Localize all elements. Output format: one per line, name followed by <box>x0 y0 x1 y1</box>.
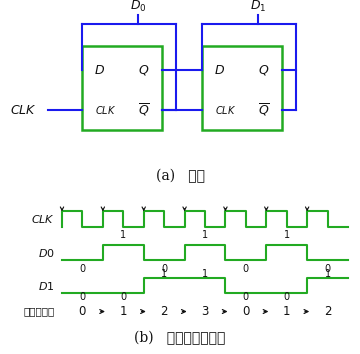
Text: $\overline{Q}$: $\overline{Q}$ <box>258 102 270 118</box>
Text: $Q$: $Q$ <box>258 63 270 78</box>
Text: 1: 1 <box>202 230 208 240</box>
Text: $CLK$: $CLK$ <box>95 104 117 116</box>
Text: 3: 3 <box>201 305 209 318</box>
Text: 0: 0 <box>284 292 290 302</box>
Text: 0: 0 <box>79 292 85 302</box>
Text: 0: 0 <box>120 292 126 302</box>
Text: 0: 0 <box>79 264 85 274</box>
Text: 0: 0 <box>79 305 86 318</box>
Text: 2: 2 <box>161 305 168 318</box>
Text: $D_0$: $D_0$ <box>130 0 147 14</box>
Text: 0: 0 <box>243 264 249 274</box>
Text: 1: 1 <box>284 230 290 240</box>
Text: (a)   回路: (a) 回路 <box>156 169 204 183</box>
Text: $CLK$: $CLK$ <box>215 104 237 116</box>
Text: 1: 1 <box>324 269 330 279</box>
Text: 1: 1 <box>283 305 291 318</box>
Text: 0: 0 <box>324 264 330 274</box>
Text: $D$: $D$ <box>215 64 225 77</box>
Text: カウント値: カウント値 <box>24 307 55 316</box>
Text: 1: 1 <box>120 230 126 240</box>
Text: 0: 0 <box>161 264 167 274</box>
Bar <box>82 46 162 130</box>
Text: $D$: $D$ <box>94 64 105 77</box>
Bar <box>202 46 282 130</box>
Text: $Q$: $Q$ <box>138 63 150 78</box>
Text: $\overline{Q}$: $\overline{Q}$ <box>138 102 150 118</box>
Text: $CLK$: $CLK$ <box>10 104 37 116</box>
Text: $D1$: $D1$ <box>39 280 55 292</box>
Text: (b)   タイムチャート: (b) タイムチャート <box>134 331 226 345</box>
Text: 1: 1 <box>202 269 208 279</box>
Text: 1: 1 <box>161 269 167 279</box>
Text: $CLK$: $CLK$ <box>31 213 55 225</box>
Text: $D0$: $D0$ <box>38 246 55 258</box>
Text: 0: 0 <box>243 292 249 302</box>
Text: 0: 0 <box>242 305 249 318</box>
Text: 1: 1 <box>120 305 127 318</box>
Text: 2: 2 <box>324 305 331 318</box>
Text: $D_1$: $D_1$ <box>250 0 266 14</box>
